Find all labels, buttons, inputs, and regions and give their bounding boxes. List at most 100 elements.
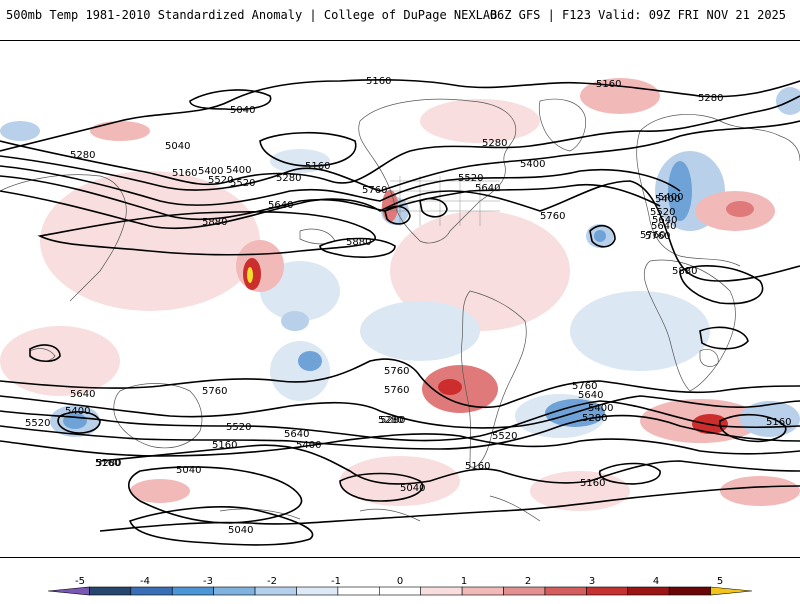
- contour-label: 5160: [596, 79, 621, 90]
- colorbar-tick-label: -3: [203, 576, 213, 587]
- map-panel: 5160 5040 5040 5160 5160 5280 5280 5400 …: [0, 40, 800, 558]
- contour-5160-polar: [99, 485, 800, 532]
- colorbar-swatch: [47, 586, 90, 596]
- contour-5880-west: [29, 344, 61, 363]
- contour-label: 5760: [384, 385, 409, 396]
- anomaly-patch: [281, 311, 309, 331]
- greenland-coast: [538, 98, 586, 152]
- anomaly-patch: [270, 341, 330, 401]
- anomaly-patch: [420, 99, 540, 143]
- anomaly-patch: [580, 78, 660, 114]
- anomaly-patch: [247, 267, 253, 283]
- contour-label: 5520: [226, 422, 251, 433]
- contour-label: 5160: [172, 168, 197, 179]
- contour-closed-low: [589, 224, 616, 248]
- colorbar-swatch: [213, 586, 256, 596]
- contour-label: 5640: [475, 183, 500, 194]
- contour-label: 5880: [672, 266, 697, 277]
- contour-label: 5400: [588, 403, 613, 414]
- contour-label: 5760: [572, 381, 597, 392]
- contour-5640-south: [0, 395, 800, 429]
- colorbar-swatch: [296, 586, 339, 596]
- contour-label: 5160: [580, 478, 605, 489]
- colorbar-tick-label: -5: [75, 576, 85, 587]
- contour-label: 5400: [226, 165, 251, 176]
- contour-label: 5520: [230, 178, 255, 189]
- contour-label: 5160: [465, 461, 490, 472]
- colorbar-swatch: [627, 586, 670, 596]
- contour-label: 5400: [658, 192, 683, 203]
- contour-label: 5160: [366, 76, 391, 87]
- contour-5280: [0, 95, 800, 186]
- anomaly-patch: [726, 201, 754, 217]
- contour-label: 5640: [651, 221, 676, 232]
- contour-label: 5880: [346, 237, 371, 248]
- contour-label: 5040: [228, 525, 253, 536]
- contour-5400-south: [0, 414, 800, 450]
- colorbar-tick-label: 2: [525, 576, 531, 587]
- contour-5160-east: [719, 413, 787, 443]
- height-contours: [0, 79, 800, 546]
- anomaly-patch: [130, 479, 190, 503]
- anomaly-patch: [298, 351, 322, 371]
- contour-label: 5280: [482, 138, 507, 149]
- contour-label: 5520: [458, 173, 483, 184]
- contour-label: 5280: [70, 150, 95, 161]
- contour-label: 5160: [305, 161, 330, 172]
- colorbar-swatch: [668, 586, 711, 596]
- contour-5160-low: [259, 131, 357, 167]
- contour-5520-south: [0, 400, 800, 442]
- contour-label: 5160: [95, 458, 120, 469]
- colorbar-swatch: [171, 586, 214, 596]
- colorbar-tick-label: 4: [653, 576, 659, 587]
- anomaly-patch: [340, 456, 460, 506]
- contour-label: 5280: [96, 458, 121, 469]
- contour-label: 5640: [70, 389, 95, 400]
- contour-label: 5520: [25, 418, 50, 429]
- contour-5880-east: [699, 326, 749, 350]
- anomaly-patch: [90, 121, 150, 141]
- contour-label: 5760: [540, 211, 565, 222]
- contour-label: 5400: [655, 194, 680, 205]
- colorbar-swatch: [544, 586, 587, 596]
- contour-5040-low: [189, 89, 272, 111]
- anomaly-patch: [270, 149, 330, 173]
- contour-label: 5280: [698, 93, 723, 104]
- colorbar-swatch: [710, 586, 753, 596]
- contour-label: 5640: [652, 215, 677, 226]
- anomaly-patch: [0, 326, 120, 396]
- colorbar-tick-label: -4: [140, 576, 150, 587]
- colorbar-tick-label: 0: [397, 576, 403, 587]
- colorbar-tick-label: -1: [331, 576, 341, 587]
- anomaly-patch: [720, 476, 800, 506]
- colorbar-swatch: [378, 586, 422, 596]
- anomaly-patch: [360, 301, 480, 361]
- contour-label: 5760: [645, 231, 670, 242]
- africa-coast: [643, 259, 736, 392]
- antarctica-coast: [219, 495, 541, 522]
- east-asia-coast: [0, 174, 127, 302]
- colorbar-legend: -5 -4 -3 -2 -1 0 1 2 3 4 5: [0, 570, 800, 600]
- colorbar-swatch: [461, 586, 504, 596]
- colorbar-swatch: [89, 586, 132, 596]
- colorbar-swatches: [47, 586, 753, 596]
- contour-label: 5400: [296, 440, 321, 451]
- colorbar-swatch: [420, 586, 463, 596]
- contour-label: 5400: [65, 406, 90, 417]
- colorbar-swatch: [503, 586, 546, 596]
- anomaly-patch: [570, 291, 710, 371]
- colorbar-tick-label: 3: [589, 576, 595, 587]
- anomaly-patch: [236, 240, 284, 292]
- colorbar-tick-label: -2: [267, 576, 277, 587]
- south-america-coast: [461, 290, 527, 468]
- anomaly-patch: [530, 471, 630, 511]
- contour-5880-pacific: [37, 211, 377, 256]
- colorbar-ticks: -5 -4 -3 -2 -1 0 1 2 3 4 5: [75, 576, 723, 587]
- contour-label: 5640: [578, 390, 603, 401]
- contour-label: 5760: [362, 185, 387, 196]
- contour-label: 5280: [582, 413, 607, 424]
- contour-label: 5040: [230, 105, 255, 116]
- colorbar-tick-label: 1: [461, 576, 467, 587]
- contour-label: 5520: [492, 431, 517, 442]
- anomaly-patch: [438, 379, 462, 395]
